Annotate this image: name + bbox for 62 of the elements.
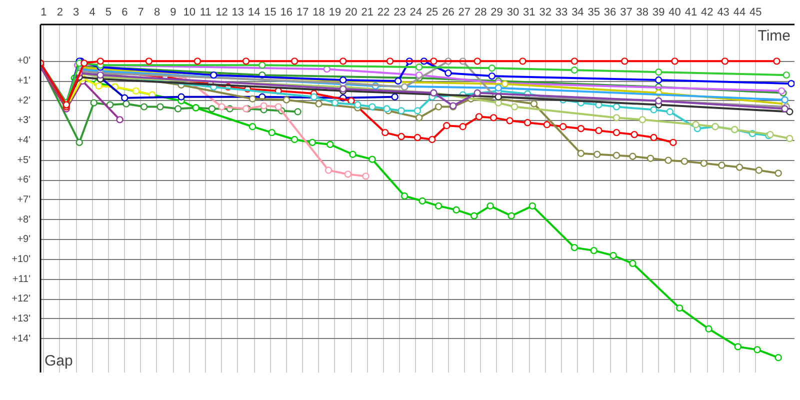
x-tick-label: 40 <box>668 6 681 18</box>
y-tick-label: +0' <box>17 56 31 67</box>
x-tick-label: 26 <box>442 6 454 18</box>
x-tick-label: 18 <box>312 6 325 18</box>
x-tick-label: 36 <box>604 6 616 18</box>
y-tick-label: +3' <box>17 115 31 126</box>
x-tick-label: 39 <box>652 6 665 18</box>
x-tick-label: 7 <box>138 6 144 18</box>
x-tick-label: 8 <box>154 6 160 18</box>
x-tick-label: 41 <box>684 6 698 18</box>
y-tick-label: +7' <box>17 194 31 206</box>
x-tick-label: 44 <box>733 6 746 18</box>
y-tick-label: +8' <box>17 214 31 226</box>
y-tick-label: +10' <box>12 254 31 265</box>
x-tick-label: 11 <box>200 6 212 18</box>
x-tick-label: 3 <box>73 6 80 18</box>
x-tick-label: 1 <box>40 6 47 18</box>
x-tick-label: 12 <box>216 6 228 18</box>
x-tick-label: 27 <box>458 6 471 18</box>
x-tick-label: 22 <box>377 6 390 18</box>
x-tick-label: 16 <box>280 6 293 18</box>
x-tick-label: 45 <box>750 6 762 18</box>
x-tick-label: 32 <box>539 6 552 18</box>
y-tick-label: +13' <box>12 313 31 324</box>
x-tick-label: 5 <box>105 6 112 18</box>
y-tick-label: +1' <box>17 76 31 87</box>
x-tick-label: 9 <box>170 6 176 18</box>
y-tick-label: +2' <box>17 95 31 106</box>
x-tick-label: 42 <box>701 6 714 18</box>
y-tick-label: +6' <box>17 174 31 186</box>
x-tick-label: 38 <box>636 6 649 18</box>
x-tick-label: 23 <box>394 6 406 18</box>
x-axis-title: Time <box>758 28 791 44</box>
y-tick-label: +4' <box>17 135 31 146</box>
x-tick-label: 10 <box>183 6 196 18</box>
x-tick-label: 29 <box>490 6 503 18</box>
x-tick-label: 13 <box>232 6 244 18</box>
x-tick-label: 17 <box>296 6 309 18</box>
x-tick-label: 21 <box>361 6 374 18</box>
x-tick-label: 34 <box>572 6 584 18</box>
x-tick-label: 14 <box>248 6 260 18</box>
x-tick-label: 15 <box>264 6 276 18</box>
x-tick-label: 20 <box>345 6 358 18</box>
y-tick-label: +12' <box>12 294 31 305</box>
y-tick-label: +9' <box>17 234 31 246</box>
x-tick-label: 25 <box>426 6 438 18</box>
x-tick-label: 33 <box>555 6 568 18</box>
x-tick-label: 19 <box>328 6 342 18</box>
x-tick-label: 28 <box>474 6 487 18</box>
x-tick-label: 35 <box>588 6 600 18</box>
x-tick-label: 37 <box>620 6 632 18</box>
x-tick-label: 4 <box>89 6 96 18</box>
y-tick-label: +5' <box>17 154 31 166</box>
x-tick-label: 2 <box>56 6 63 18</box>
x-tick-label: 24 <box>410 6 422 18</box>
y-tick-label: +14' <box>12 333 31 344</box>
x-tick-label: 43 <box>717 6 730 18</box>
y-axis-title: Gap <box>44 352 73 370</box>
x-tick-label: 31 <box>523 6 536 18</box>
x-tick-label: 6 <box>122 6 128 18</box>
x-tick-label: 30 <box>506 6 520 18</box>
y-tick-label: +11' <box>12 274 31 285</box>
